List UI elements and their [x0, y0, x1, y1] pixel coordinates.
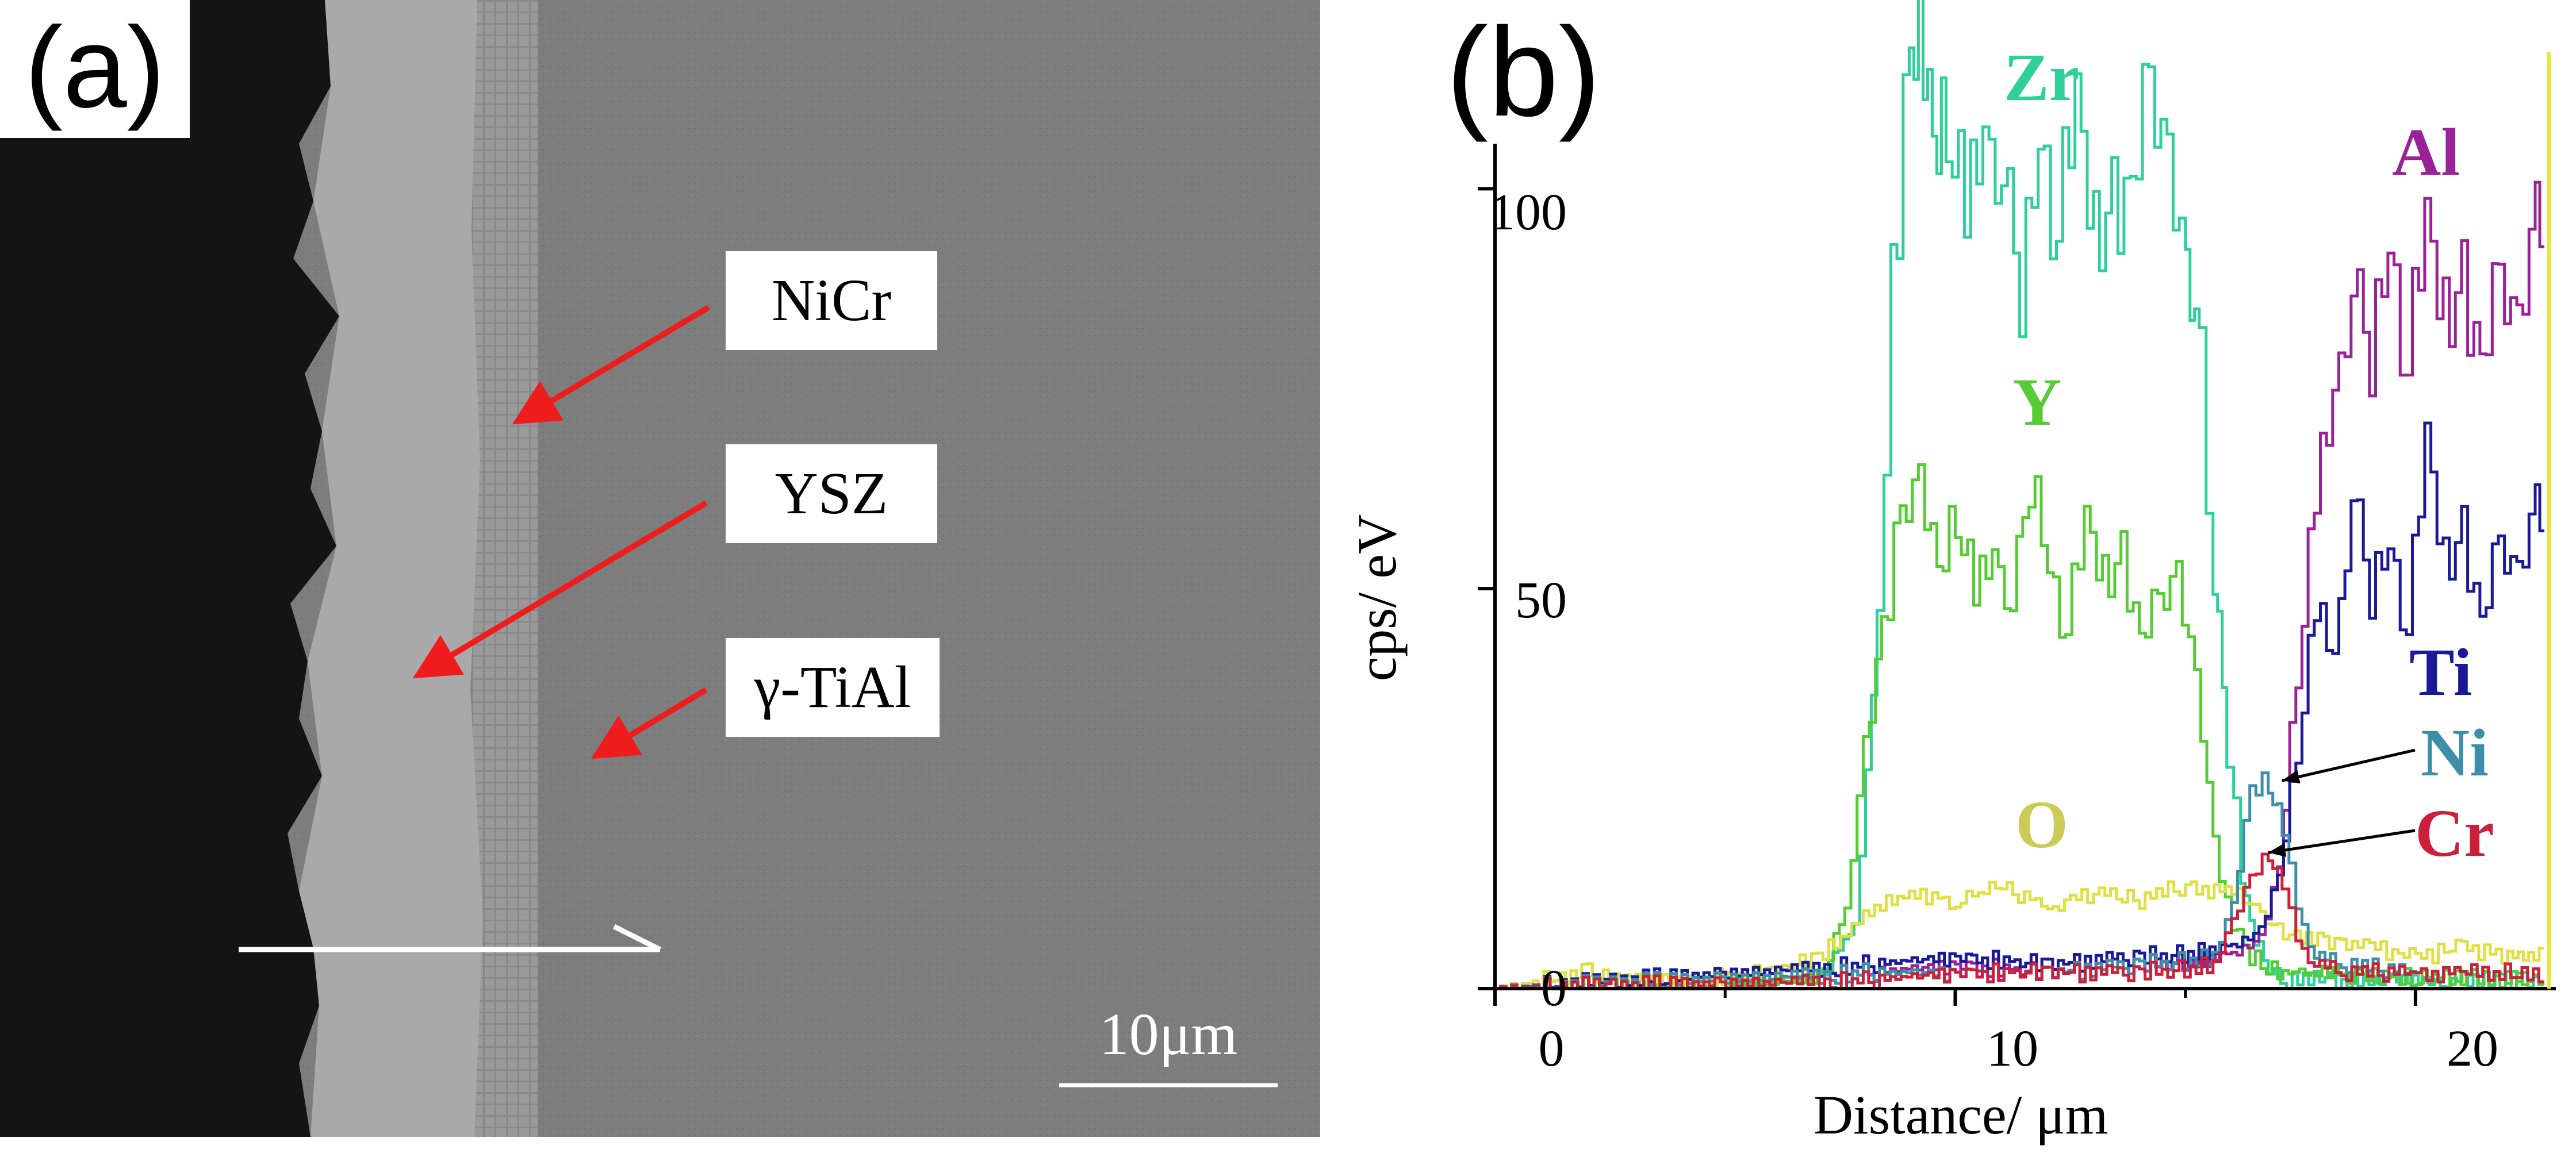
x-tick-label: 20	[2447, 1020, 2498, 1077]
nicr-layer	[471, 0, 538, 1137]
x-axis-label: Distance/ μm	[1813, 1084, 2109, 1146]
eds-line-scan-panel: (b) cps/ eV Distance/ μm 100 50 0 0 10 2…	[1322, 0, 2576, 1153]
mount-region	[0, 0, 339, 1137]
cr-pointer	[2268, 829, 2416, 854]
scale-bar-label: 10μm	[1099, 1001, 1238, 1067]
y-tick-label: 0	[1541, 960, 1567, 1017]
x-tick-label: 10	[1987, 1020, 2038, 1077]
ysz-layer	[299, 0, 483, 1137]
cr-label: Cr	[2415, 795, 2494, 871]
y-tick-label: 50	[1515, 572, 1567, 629]
axis-layer	[1478, 52, 2556, 1006]
y-label: Y	[2012, 364, 2062, 440]
al-label: Al	[2392, 114, 2460, 190]
x-tick-label: 0	[1538, 1020, 1565, 1077]
line-scan-arrowhead	[612, 924, 662, 952]
ni-label: Ni	[2421, 715, 2489, 790]
o-label: O	[2015, 787, 2068, 862]
nicr-callout: NiCr	[726, 251, 937, 350]
eds-line-scan-chart	[1478, 0, 2556, 1006]
pointer-layer	[2268, 748, 2416, 857]
sem-micrograph	[0, 0, 1320, 1137]
zr-label: Zr	[2004, 40, 2080, 115]
series-line-o	[1495, 880, 2544, 990]
tial-arrow	[591, 687, 708, 759]
panel-b-label: (b)	[1446, 1, 1601, 143]
ni-pointer	[2282, 748, 2416, 782]
nicr-arrow	[512, 305, 710, 425]
ti-label: Ti	[2409, 635, 2472, 710]
y-tick-label: 100	[1489, 184, 1567, 241]
ni-pointer-head	[2282, 770, 2301, 784]
panel-a-label: (a)	[0, 0, 190, 138]
sem-image-panel: (a) NiCr YSZ γ-TiAl 10μm	[0, 0, 1320, 1137]
ysz-arrow	[412, 500, 708, 679]
series-line-cr	[1495, 852, 2544, 990]
ysz-callout: YSZ	[726, 444, 937, 543]
y-axis-label: cps/ eV	[1346, 514, 1408, 682]
cr-pointer-head	[2268, 843, 2287, 857]
series-line-ti	[1495, 421, 2544, 990]
series-line-y	[1495, 463, 2544, 990]
tial-callout: γ-TiAl	[726, 638, 940, 737]
